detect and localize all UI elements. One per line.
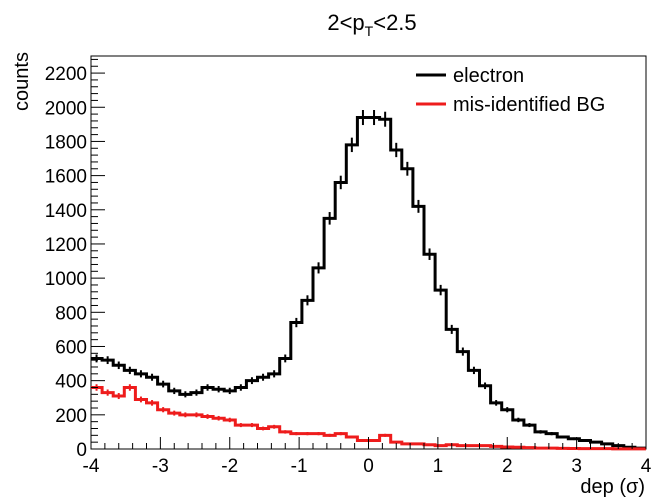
y-tick-label: 600 [55,337,87,358]
x-tick-label: -1 [291,456,308,477]
y-tick-label: 1400 [45,201,87,222]
y-tick-label: 2000 [45,98,87,119]
x-tick-label: 1 [433,456,444,477]
series-layer [91,109,646,451]
x-tick-label: 4 [641,456,651,477]
y-tick-label: 800 [55,303,87,324]
axes-layer: -4 -3 -2 -1 0 1 2 3 4 0 200 400 600 800 1000 1200 1400 16… [45,58,651,477]
y-tick-label: 2200 [45,64,87,85]
legend: electron mis-identified BG [416,65,605,116]
y-tick-label: 1200 [45,235,87,256]
y-tick-label: 1600 [45,167,87,188]
x-tick-label: 2 [502,456,513,477]
legend-bg-label: mis-identified BG [453,94,605,116]
legend-electron-label: electron [453,65,524,87]
x-tick-label: 3 [571,456,582,477]
x-tick-label: -3 [152,456,169,477]
series-electron [91,109,646,450]
y-tick-label: 0 [76,440,87,461]
y-tick-label: 1000 [45,269,87,290]
x-tick-label: 0 [363,456,374,477]
series-outline [91,116,646,450]
y-tick-label: 400 [55,372,87,393]
x-axis-title: dep (σ) [580,476,645,498]
y-tick-label: 1800 [45,132,87,153]
y-tick-label: 200 [55,406,87,427]
x-tick-label: -2 [221,456,238,477]
y-axis-title: counts [11,52,33,111]
x-tick-label: -4 [83,456,100,477]
chart-title: 2<pT<2.5 [327,10,416,39]
